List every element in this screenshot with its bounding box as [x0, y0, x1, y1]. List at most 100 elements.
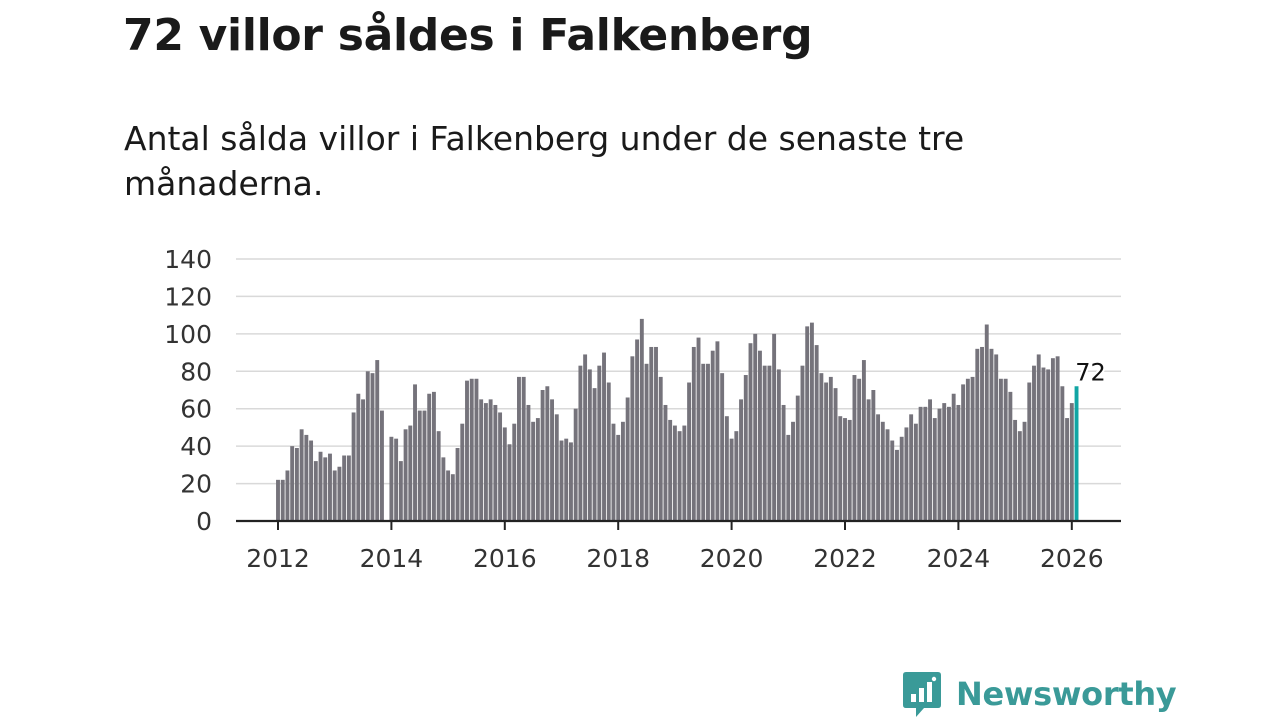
bar	[398, 461, 403, 521]
bar	[488, 399, 493, 521]
bar	[814, 345, 819, 521]
bar	[502, 427, 507, 521]
bar	[493, 404, 498, 521]
bar	[706, 363, 710, 521]
bar	[337, 466, 342, 521]
bar	[824, 382, 829, 521]
bar	[564, 438, 569, 521]
bar	[710, 350, 715, 521]
bar	[309, 440, 314, 521]
bar	[290, 446, 295, 521]
bar	[885, 429, 890, 521]
bar	[370, 373, 375, 521]
bar	[535, 418, 540, 521]
bar	[446, 470, 451, 521]
bar	[947, 406, 951, 521]
bar	[545, 386, 550, 521]
bars	[276, 318, 1079, 521]
annotations: 72	[1073, 356, 1108, 388]
bar	[743, 375, 748, 521]
bar	[739, 399, 743, 521]
bar	[408, 425, 413, 521]
bar	[895, 449, 899, 521]
x-tick-label-2014: 2014	[360, 544, 424, 573]
bar	[498, 412, 503, 521]
bar	[961, 384, 966, 521]
bar	[512, 423, 517, 521]
y-axis-ticks: 0 20 40 60 80 100 120 140	[164, 245, 212, 536]
bar	[1027, 382, 1032, 521]
bar	[880, 421, 885, 521]
newsworthy-logo: Newsworthy	[902, 670, 1177, 718]
bar	[1017, 431, 1022, 521]
bar	[734, 431, 739, 521]
bar	[682, 425, 687, 521]
bar	[639, 318, 644, 521]
bar	[517, 376, 521, 521]
bar	[1069, 403, 1074, 521]
x-tick-label-2024: 2024	[927, 544, 991, 573]
bar	[956, 404, 961, 521]
bar	[1013, 419, 1018, 521]
newsworthy-logo-text: Newsworthy	[956, 675, 1177, 713]
bar	[559, 440, 564, 521]
y-tick-label-40: 40	[180, 432, 212, 461]
bar	[984, 324, 989, 521]
bar	[380, 410, 384, 521]
bar	[280, 479, 285, 521]
bar	[507, 444, 512, 521]
bar	[838, 416, 843, 521]
bar	[427, 393, 432, 521]
bar	[606, 382, 611, 521]
x-tick-label-2022: 2022	[813, 544, 877, 573]
bar	[1065, 418, 1070, 521]
bar	[365, 371, 370, 521]
bar	[715, 341, 720, 521]
bar	[998, 378, 1003, 521]
bar	[356, 393, 361, 521]
bar	[791, 421, 795, 521]
bar	[937, 408, 942, 521]
y-tick-label-100: 100	[164, 320, 212, 349]
bar	[573, 408, 578, 521]
bar	[786, 434, 791, 521]
bar	[351, 412, 356, 521]
bar	[1050, 358, 1055, 521]
bar	[852, 375, 857, 521]
x-tick-label-2018: 2018	[586, 544, 650, 573]
bar	[994, 354, 999, 521]
y-tick-label-60: 60	[180, 395, 212, 424]
bar	[970, 376, 975, 521]
bar	[375, 360, 380, 521]
bar	[521, 376, 526, 521]
bar	[781, 404, 786, 521]
bar	[776, 369, 781, 521]
bar	[809, 322, 814, 521]
bar	[436, 431, 441, 521]
bar	[285, 470, 290, 521]
bar	[644, 363, 649, 521]
bar	[422, 410, 427, 521]
bar	[843, 418, 847, 521]
bar	[899, 436, 904, 521]
bar	[294, 448, 299, 521]
bar	[975, 348, 980, 521]
bar	[861, 360, 866, 521]
bar	[592, 388, 597, 521]
bar	[658, 376, 663, 521]
bar	[1003, 378, 1008, 521]
bar	[441, 457, 446, 521]
bar	[531, 421, 536, 521]
bar	[828, 376, 833, 521]
y-tick-label-0: 0	[196, 507, 212, 536]
bar	[1022, 421, 1027, 521]
bar	[805, 326, 810, 521]
bar	[630, 356, 635, 521]
bar	[965, 378, 970, 521]
bar	[800, 365, 805, 521]
bar	[583, 354, 588, 521]
bar	[691, 346, 696, 521]
bar	[1060, 386, 1065, 521]
bar	[687, 382, 692, 521]
bar	[923, 406, 928, 521]
